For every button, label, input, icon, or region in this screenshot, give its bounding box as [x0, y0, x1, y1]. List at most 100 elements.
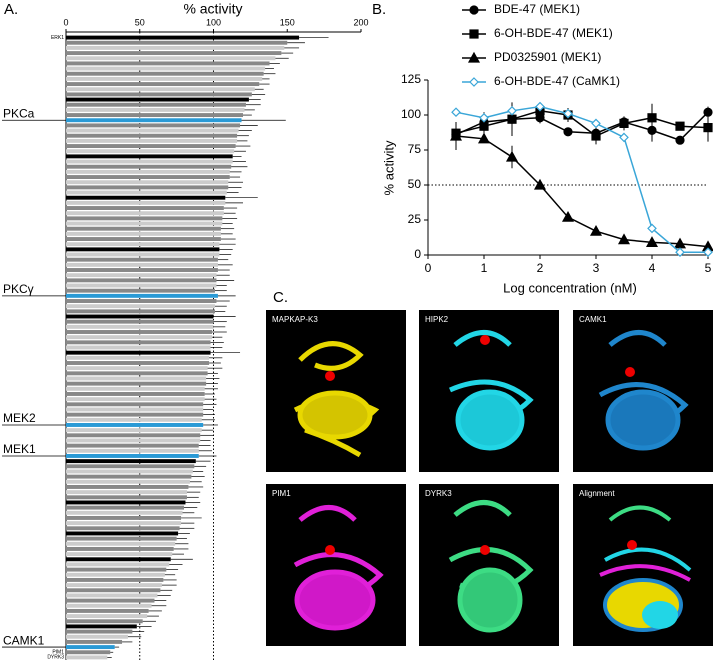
- bar: [66, 288, 215, 293]
- callout-label: PKCγ: [3, 282, 34, 296]
- ligand: [325, 371, 335, 381]
- bar: [66, 381, 207, 386]
- bar: [66, 505, 184, 510]
- bar: [66, 92, 252, 97]
- bar: [66, 221, 223, 226]
- bar: [66, 169, 230, 174]
- series-line: [455, 105, 708, 253]
- bar: [66, 593, 158, 598]
- bar: [66, 407, 204, 412]
- ribbon: [293, 505, 384, 631]
- bar: [66, 557, 171, 562]
- bar: [66, 459, 196, 464]
- bar: [66, 515, 182, 520]
- bar: [66, 149, 235, 154]
- y-tick-label: 50: [408, 177, 422, 191]
- callout-label: MEK2: [3, 411, 36, 425]
- bar: [66, 185, 229, 190]
- data-point: [703, 247, 713, 258]
- bar: [66, 82, 260, 87]
- data-point: [589, 224, 603, 236]
- bar: [66, 614, 148, 619]
- x-tick-label: 2: [537, 261, 544, 275]
- bar: [66, 583, 162, 588]
- data-point: [563, 127, 573, 137]
- bar: [66, 567, 167, 572]
- category-label: ERK1: [51, 35, 64, 41]
- bar: [66, 293, 218, 298]
- bar: [66, 340, 211, 345]
- ribbon: [448, 500, 534, 633]
- legend-label: 6-OH-BDE-47 (CaMK1): [494, 74, 620, 88]
- ligand: [627, 540, 637, 550]
- y-tick-label: 75: [408, 142, 422, 156]
- ribbon: [598, 330, 689, 451]
- bar: [66, 299, 217, 303]
- bar: [66, 200, 226, 205]
- bar: [66, 252, 220, 257]
- data-point: [477, 132, 491, 144]
- x-tick-label: 4: [649, 261, 656, 275]
- x-tick-label: 200: [353, 17, 368, 27]
- x-axis-title: Log concentration (nM): [503, 280, 637, 295]
- bar: [66, 645, 115, 650]
- bar: [66, 366, 208, 371]
- data-point: [703, 122, 713, 133]
- bar: [66, 376, 207, 381]
- legend-marker: [467, 51, 481, 63]
- bar: [66, 588, 161, 593]
- bar: [66, 634, 128, 639]
- data-point: [507, 105, 517, 116]
- bar: [66, 283, 217, 288]
- bar: [66, 479, 190, 484]
- bar: [66, 526, 180, 531]
- bar: [66, 206, 224, 210]
- bar: [66, 138, 238, 143]
- data-point: [617, 233, 631, 245]
- bar: [66, 76, 263, 81]
- data-point: [675, 121, 685, 131]
- x-tick-label: 100: [206, 17, 221, 27]
- bar: [66, 350, 211, 355]
- bar: [66, 211, 224, 216]
- bar: [66, 61, 270, 66]
- data-point: [647, 223, 657, 234]
- bar: [66, 159, 233, 164]
- x-tick-label: 5: [705, 261, 712, 275]
- bar: [66, 629, 133, 634]
- bar: [66, 624, 137, 629]
- bar: [66, 216, 223, 221]
- y-tick-label: 100: [401, 107, 421, 121]
- bar: [66, 619, 143, 624]
- data-point: [533, 178, 547, 190]
- ligand: [325, 545, 335, 555]
- category-label: PIM1: [52, 650, 64, 656]
- bar: [66, 443, 199, 448]
- bar: [66, 552, 173, 557]
- data-point: [507, 114, 517, 124]
- bar: [66, 278, 217, 283]
- bar: [66, 144, 236, 149]
- bar: [66, 598, 155, 603]
- bar: [66, 164, 232, 169]
- bar: [66, 102, 246, 107]
- bar: [66, 309, 215, 314]
- data-point: [563, 108, 573, 119]
- bar: [66, 639, 123, 644]
- bar: [66, 123, 241, 128]
- data-point: [675, 247, 685, 258]
- bar: [66, 495, 187, 500]
- bar: [66, 361, 210, 365]
- bar: [66, 97, 249, 102]
- bar: [66, 417, 202, 422]
- structure-label: MAPKAP-K3: [272, 315, 318, 324]
- category-label: DYRK3: [47, 655, 64, 661]
- panel-label: A.: [4, 1, 18, 18]
- bar: [66, 237, 221, 241]
- bar: [66, 510, 183, 515]
- bar: [66, 345, 211, 350]
- bar: [66, 485, 189, 489]
- y-axis-title: % activity: [381, 140, 396, 195]
- bar: [66, 603, 152, 608]
- data-point: [479, 121, 489, 131]
